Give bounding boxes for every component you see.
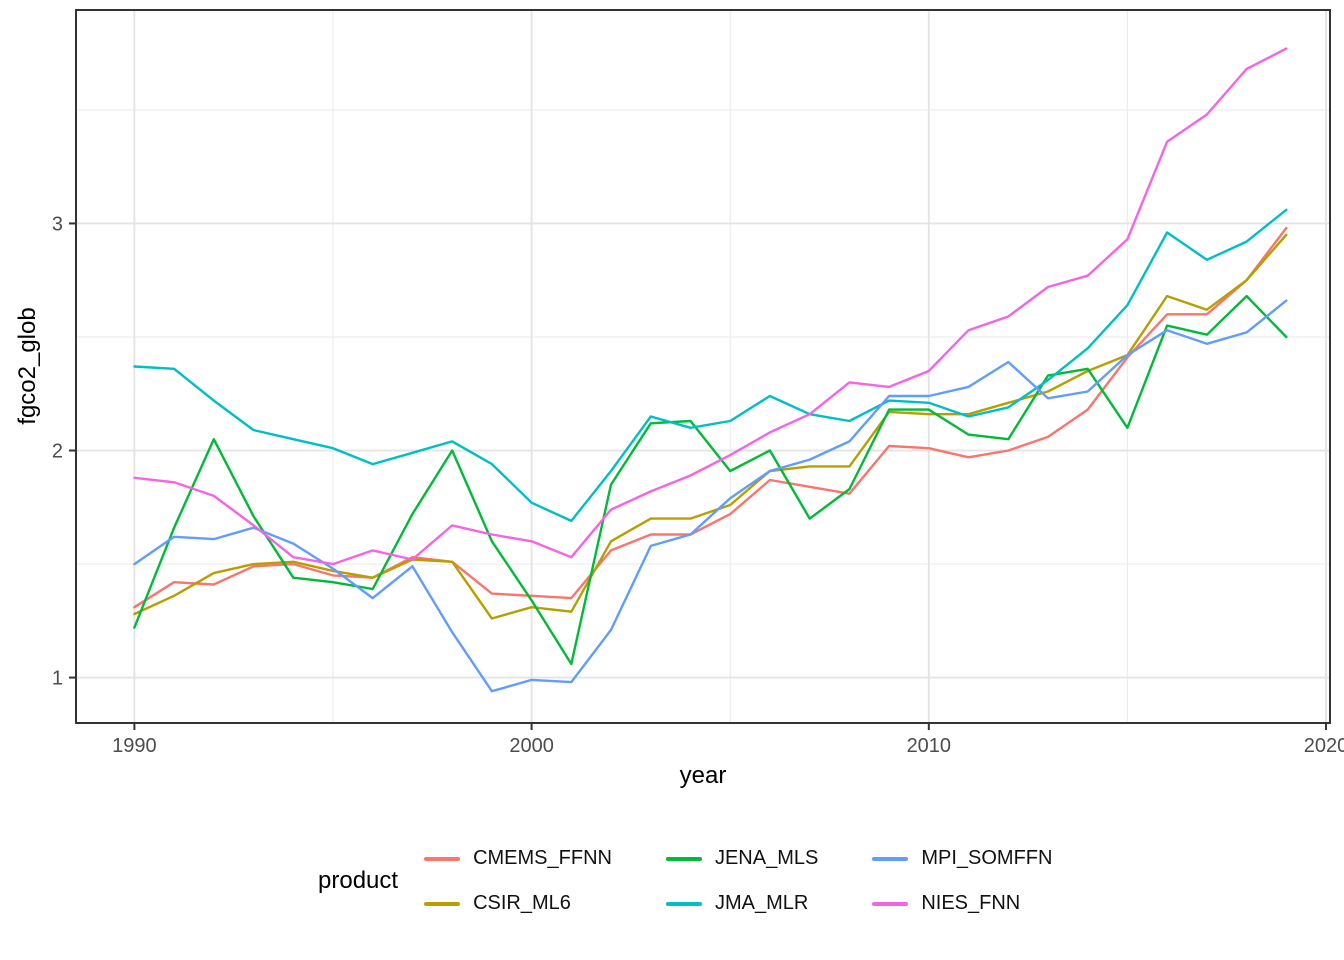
- legend-key-line-icon: [665, 901, 702, 906]
- legend-item-MPI_SOMFFN: MPI_SOMFFN: [872, 847, 1052, 870]
- legend-label: NIES_FNN: [921, 892, 1021, 914]
- legend-key-line-icon: [872, 901, 909, 906]
- x-tick-label-1990: 1990: [112, 735, 157, 757]
- x-tick-label-2010: 2010: [907, 735, 952, 757]
- legend-item-CSIR_ML6: CSIR_ML6: [424, 892, 612, 915]
- legend-title: product: [318, 867, 399, 894]
- series-line-CSIR_ML6: [133, 233, 1288, 620]
- legend-key-line-icon: [424, 856, 461, 861]
- series-line-CMEMS_FFNN: [133, 226, 1288, 609]
- legend-label: MPI_SOMFFN: [921, 847, 1053, 869]
- plot-panel-background: [76, 10, 1330, 723]
- x-axis-title: year: [679, 762, 727, 789]
- legend: product CMEMS_FFNN CSIR_ML6 JENA_MLS JMA_ML…: [318, 847, 1052, 915]
- series-line-NIES_FNN: [133, 47, 1288, 566]
- legend-entries: CMEMS_FFNN CSIR_ML6 JENA_MLS JMA_MLR MPI_SOM…: [424, 847, 1052, 915]
- y-tick-label-1: 1: [52, 668, 63, 690]
- legend-item-CMEMS_FFNN: CMEMS_FFNN: [424, 847, 612, 870]
- y-tick-label-2: 2: [52, 441, 63, 463]
- panel-border: [75, 9, 1331, 724]
- series-line-MPI_SOMFFN: [133, 299, 1288, 693]
- y-axis-title: fgco2_glob: [14, 307, 41, 425]
- y-tick-label-3: 3: [52, 213, 63, 235]
- series-line-JMA_MLR: [133, 208, 1288, 523]
- legend-label: JENA_MLS: [714, 847, 819, 869]
- x-tick-label-2000: 2000: [509, 735, 554, 757]
- legend-label: CMEMS_FFNN: [473, 847, 612, 869]
- legend-key-line-icon: [665, 856, 702, 861]
- legend-item-JMA_MLR: JMA_MLR: [665, 892, 818, 915]
- legend-label: CSIR_ML6: [473, 892, 571, 914]
- legend-item-NIES_FNN: NIES_FNN: [872, 892, 1052, 915]
- legend-key-line-icon: [424, 901, 461, 906]
- series-line-JENA_MLS: [133, 294, 1288, 666]
- legend-key-line-icon: [872, 856, 909, 861]
- legend-label: JMA_MLR: [714, 892, 809, 914]
- x-tick-label-2020: 2020: [1304, 735, 1344, 757]
- legend-item-JENA_MLS: JENA_MLS: [665, 847, 819, 870]
